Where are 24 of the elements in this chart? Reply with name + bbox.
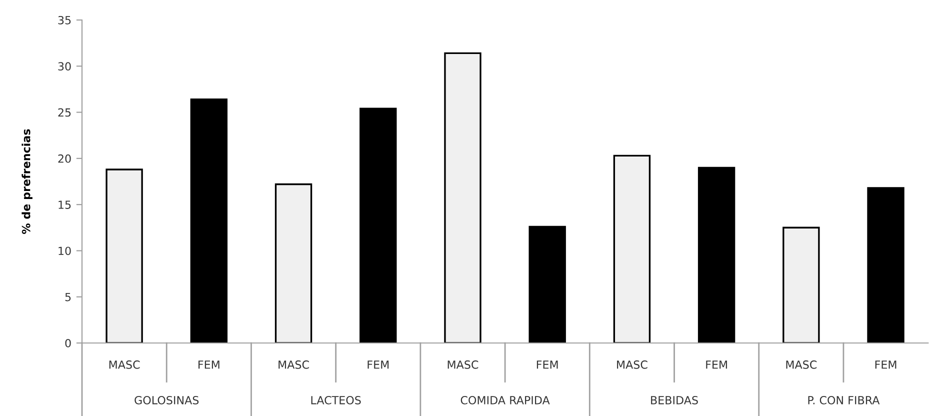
text: MASC bbox=[786, 360, 817, 369]
y-tick-label: 30 bbox=[58, 62, 71, 71]
y-tick-label: 25 bbox=[58, 108, 71, 117]
x-tick-label: P. CON FIBRA bbox=[808, 396, 880, 404]
y-axis-title: % de prefrencias bbox=[22, 129, 32, 234]
y-tick-label: 35 bbox=[58, 16, 71, 24]
x-tick-label: LACTEOS bbox=[311, 396, 361, 404]
text: FEM bbox=[706, 360, 727, 369]
text: FEM bbox=[536, 360, 558, 369]
y-tick-label: 20 bbox=[58, 154, 71, 163]
text: MASC bbox=[448, 360, 478, 369]
text: FEM bbox=[368, 360, 389, 369]
y-tick-label: 0 bbox=[65, 338, 71, 348]
text: MASC bbox=[278, 360, 309, 369]
x-tick-label: GOLOSINAS bbox=[134, 396, 199, 404]
x-tick-label: BEBIDAS bbox=[651, 396, 698, 404]
y-tick-label: 5 bbox=[65, 292, 71, 302]
y-tick-label: 15 bbox=[58, 200, 71, 209]
y-tick-label: 10 bbox=[58, 246, 71, 256]
series-label: MASC bbox=[109, 360, 140, 369]
text: FEM bbox=[875, 360, 896, 369]
x-tick-label: COMIDA RAPIDA bbox=[460, 396, 550, 404]
series-label: FEM bbox=[198, 360, 220, 369]
text: MASC bbox=[617, 360, 648, 369]
